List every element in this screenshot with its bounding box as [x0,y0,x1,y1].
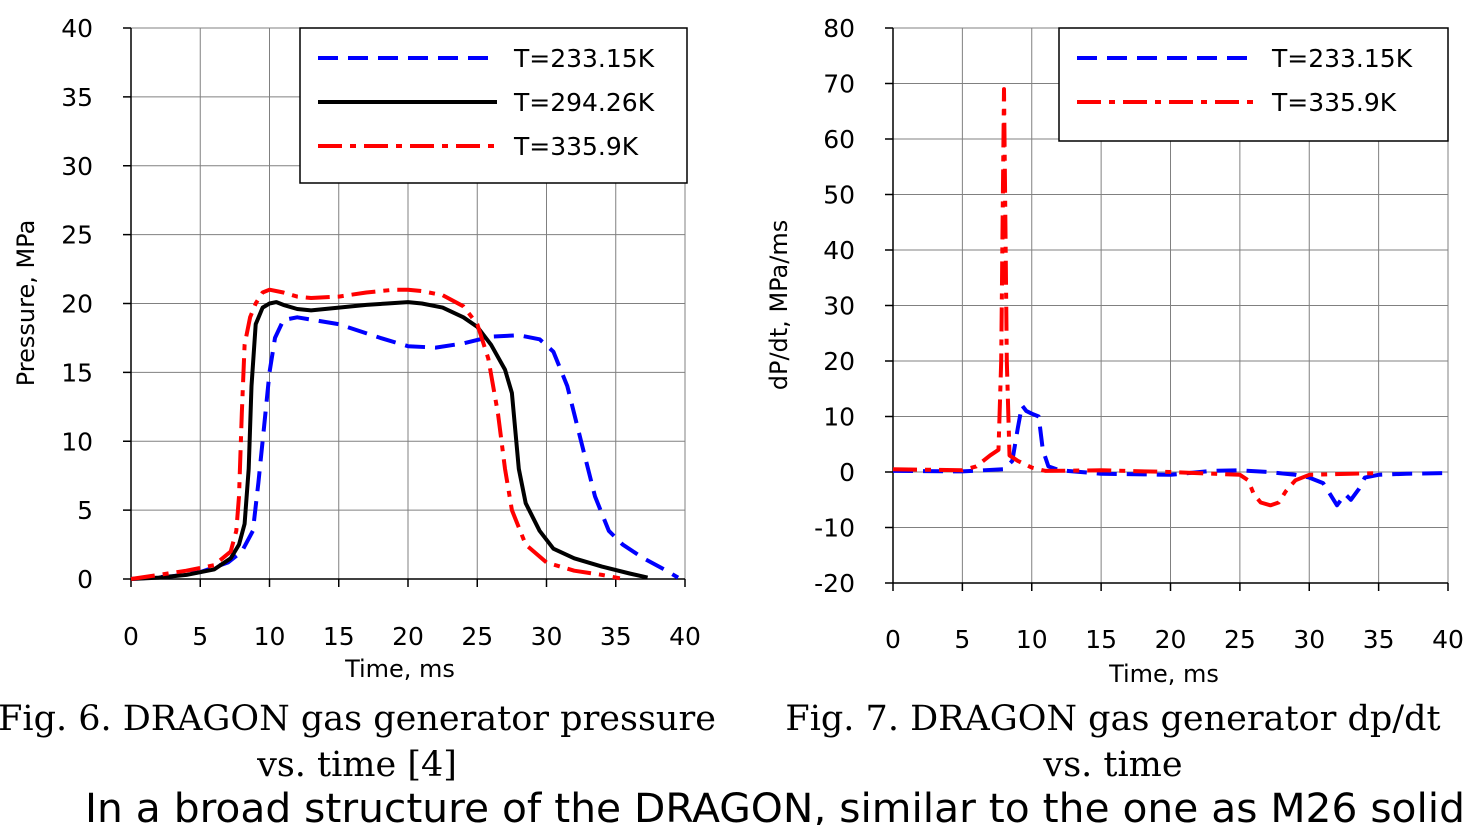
pressure-chart: 0 5 10 15 20 25 30 35 40 0 5 10 15 20 25 30 35 40 Time, ms… [12,14,701,683]
legend-label: T=294.26K [513,88,655,117]
x-tick-label: 0 [885,625,901,654]
y-tick-label: -10 [814,514,855,543]
x-tick-label: 15 [1085,625,1117,654]
fig6-caption-line2: vs. time [4] [256,745,457,785]
x-tick-label: 40 [669,622,701,651]
y-axis-label: dP/dt, MPa/ms [765,220,793,390]
x-tick-label: 15 [323,622,355,651]
y-tick-label: 20 [61,290,93,319]
y-tick-label: 5 [77,496,93,525]
y-tick-label: 10 [61,427,93,456]
x-tick-label: 10 [254,622,286,651]
x-tick-label: 30 [1293,625,1325,654]
legend-box [299,27,688,184]
x-tick-label: 10 [1016,625,1048,654]
x-axis-label: Time, ms [1108,660,1219,688]
y-tick-label: 40 [61,14,93,43]
legend-label: T=335.9K [513,132,639,161]
x-tick-label: 30 [531,622,563,651]
x-tick-label: 25 [1224,625,1256,654]
y-tick-label: 30 [823,292,855,321]
series-line-t-294-26k [130,300,649,581]
y-tick-label: 10 [823,403,855,432]
fig7-caption-line1: Fig. 7. DRAGON gas generator dp/dt [785,699,1440,739]
legend: T=233.15K T=335.9K [1058,27,1449,142]
y-tick-label: 0 [77,565,93,594]
x-tick-label: 35 [1363,625,1395,654]
y-tick-label: 70 [823,70,855,99]
fig7-caption-line2: vs. time [1042,745,1182,785]
body-text-fragment: In a broad structure of the DRAGON, simi… [85,786,1465,825]
series-line-t-335-9k [130,287,621,581]
legend-label: T=335.9K [1271,88,1397,117]
y-tick-label: -20 [814,569,855,598]
series-line-t-335-9k [892,87,1379,508]
y-axis-label: Pressure, MPa [12,220,40,387]
y-tick-label: 80 [823,14,855,43]
series-line-t-233-15k [892,403,1449,508]
x-tick-label: 20 [1155,625,1187,654]
y-tick-label: 0 [839,458,855,487]
legend-box [1058,27,1449,142]
x-tick-label: 40 [1432,625,1464,654]
x-tick-label: 0 [123,622,139,651]
x-tick-label: 35 [600,622,632,651]
x-tick-label: 20 [392,622,424,651]
legend-label: T=233.15K [1271,44,1413,73]
series-line-t-233-15k [130,315,680,581]
x-tick-label: 25 [461,622,493,651]
y-tick-label: 60 [823,125,855,154]
y-tick-label: 15 [61,358,93,387]
y-tick-label: 40 [823,236,855,265]
y-tick-label: 20 [823,347,855,376]
legend-label: T=233.15K [513,44,655,73]
x-tick-label: 5 [954,625,970,654]
fig6-caption-line1: Fig. 6. DRAGON gas generator pressure [0,699,716,739]
x-axis-label: Time, ms [344,655,455,683]
x-tick-label: 5 [192,622,208,651]
y-tick-label: 25 [61,221,93,250]
dpdt-chart: 0 5 10 15 20 25 30 35 40 -20 -10 0 10 20 30 40 50 60 70 80 T… [765,14,1464,688]
y-tick-label: 50 [823,181,855,210]
y-tick-label: 30 [61,152,93,181]
y-tick-label: 35 [61,83,93,112]
legend: T=233.15K T=294.26K T=335.9K [299,27,688,184]
